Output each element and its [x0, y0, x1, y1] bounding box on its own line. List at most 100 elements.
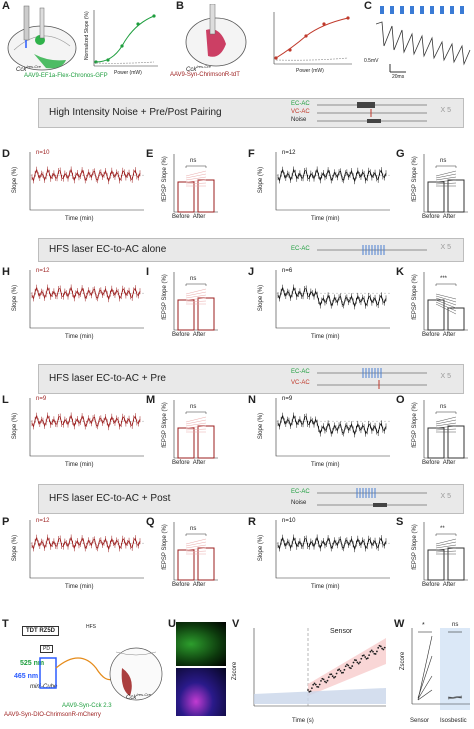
sensor-point: [364, 656, 367, 658]
wavelength-465: 465 nm: [14, 673, 39, 680]
sensor-point: [322, 678, 325, 681]
sensor-point: [374, 653, 377, 655]
timecourse-svg: [29, 520, 144, 579]
bar-plot: ns Before After fEPSP Slope (%): [162, 396, 220, 475]
sensor-point: [335, 672, 338, 675]
sensor-point: [344, 665, 347, 668]
bar: [447, 547, 465, 581]
n-label: n=12: [36, 268, 50, 274]
track-label: EC-AC: [291, 369, 310, 375]
n-label: n=12: [36, 518, 50, 524]
xlabel: Time (min): [65, 462, 94, 468]
group-labels: Before After: [172, 214, 205, 220]
ylabel: Slope (%): [258, 412, 265, 440]
repeat-count: X 5: [440, 493, 451, 500]
banner-title: HFS laser EC-to-AC alone: [49, 244, 167, 255]
group-sensor: Sensor: [410, 718, 430, 724]
region-label: HFS: [86, 624, 96, 630]
sig-sensor: *: [422, 622, 425, 629]
panel-label-w: W: [394, 618, 405, 630]
n-label: n=12: [282, 150, 296, 156]
after-label: After: [192, 460, 206, 466]
before-label: Before: [422, 582, 440, 588]
panel-label: J: [248, 266, 255, 278]
n-label: n=9: [36, 396, 47, 402]
sensor-point: [360, 657, 363, 660]
sensor-point: [359, 661, 361, 664]
after-label: After: [192, 214, 206, 220]
sensor-point: [337, 669, 339, 672]
before-label: Before: [172, 460, 190, 466]
repeat-count: X 5: [440, 244, 451, 251]
sensor-point: [331, 675, 334, 678]
ylabel: Slope (%): [258, 534, 265, 562]
timecourse-plot: n=9 Time (min) Slope (%): [258, 396, 392, 475]
bar-plot: ns Before After fEPSP Slope (%): [162, 268, 220, 347]
sensor-point: [357, 662, 360, 665]
ylabel-a: Normalized Slope (%): [84, 11, 90, 60]
track-label: EC-AC: [291, 246, 310, 252]
histology-green-image: [176, 622, 226, 666]
timecourse-plot: n=12 Time (min) Slope (%): [258, 150, 392, 229]
group-labels: Before After: [172, 460, 205, 466]
ylabel-w: Zscore: [400, 651, 407, 671]
significance-label: ***: [440, 276, 448, 282]
n-label: n=9: [282, 396, 293, 402]
bar: [427, 549, 445, 581]
mouse-label-b: CckIres-Cre: [186, 64, 211, 73]
timecourse-plot: n=10 Time (min) Slope (%): [12, 150, 146, 229]
power-curve-a: [93, 10, 158, 67]
histology-magenta-image: [176, 668, 226, 716]
ylabel: fEPSP Slope (%): [411, 524, 418, 570]
sensor-point: [309, 690, 312, 693]
panel-label: F: [248, 148, 255, 160]
sensor-point: [343, 668, 346, 671]
panel-label-u: U: [168, 618, 176, 630]
bar: [177, 427, 195, 459]
panel-label-v: V: [232, 618, 240, 630]
bar: [177, 299, 195, 331]
sensor-point: [350, 667, 352, 670]
protocol-timeline: [317, 368, 427, 389]
panel-label-a: A: [2, 0, 10, 12]
panel-label: E: [146, 148, 154, 160]
ylabel: fEPSP Slope (%): [161, 524, 168, 570]
significance-label: ns: [190, 526, 197, 532]
bar-plot: ** Before After fEPSP Slope (%): [411, 518, 470, 597]
wavelength-525: 525 nm: [20, 660, 45, 667]
panel-label: H: [2, 266, 10, 278]
ylabel: Slope (%): [258, 166, 265, 194]
significance-label: ns: [190, 158, 197, 164]
legend-sensor: Sensor: [330, 628, 353, 635]
isosbestic-bg: [440, 628, 470, 710]
virus-label-b: AAV9-Syn-ChrimsonR-tdT: [170, 72, 240, 78]
significance-label: ns: [190, 404, 197, 410]
sensor-point: [372, 650, 374, 653]
sensor-point: [346, 663, 348, 666]
panel-label: N: [248, 394, 256, 406]
xlabel: Time (min): [65, 216, 94, 222]
banner-title: HFS laser EC-to-AC + Pre: [49, 373, 166, 384]
sensor-point: [334, 675, 337, 678]
timecourse-plot: n=9 Time (min) Slope (%): [12, 396, 146, 475]
sensor-point: [363, 654, 365, 657]
sensor-point: [318, 683, 321, 686]
power-curve-b: [273, 12, 352, 65]
sensor-point: [369, 650, 372, 653]
sensor-point: [355, 659, 357, 662]
sensor-point: [377, 646, 380, 649]
track-label: EC-AC: [291, 489, 310, 495]
after-label: After: [192, 332, 206, 338]
ylabel: Slope (%): [12, 412, 19, 440]
bar: [177, 181, 195, 213]
protocol-banner-4: HFS laser EC-to-AC + Post EC-AC Noise X …: [38, 484, 464, 514]
scale-voltage: 0.5mV: [364, 58, 379, 64]
after-label: After: [192, 582, 206, 588]
repeat-count: X 5: [440, 107, 451, 114]
bar: [427, 427, 445, 459]
significance-label: **: [440, 526, 445, 532]
sensor-point: [368, 654, 370, 657]
significance-label: ns: [440, 404, 447, 410]
group-labels: Before After: [422, 582, 455, 588]
sensor-point: [382, 648, 385, 651]
